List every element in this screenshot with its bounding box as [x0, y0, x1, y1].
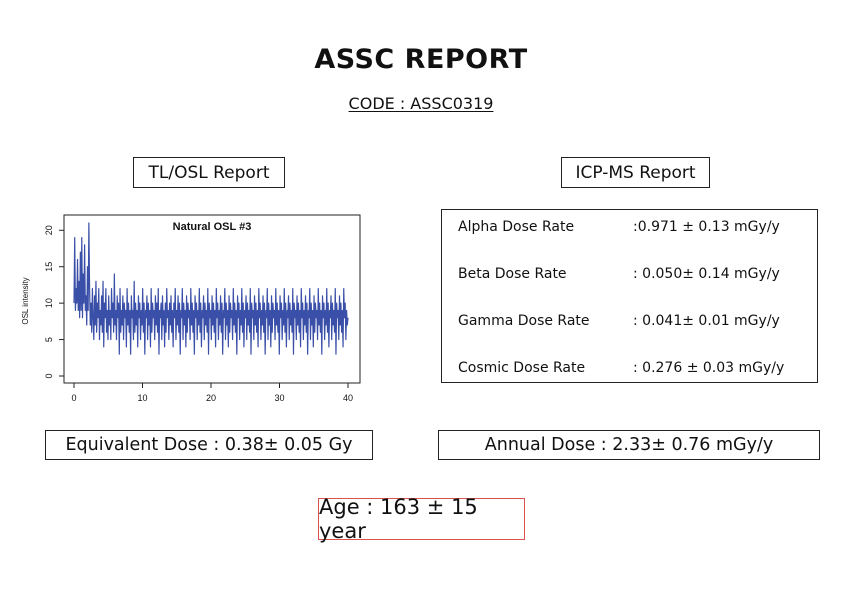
dose-row-cosmic: Cosmic Dose Rate : 0.276 ± 0.03 mGy/y: [458, 360, 784, 376]
x-tick-label: 40: [343, 393, 353, 403]
osl-series-line: [73, 222, 349, 355]
annual-dose-box: Annual Dose : 2.33± 0.76 mGy/y: [438, 430, 820, 460]
x-tick-label: 20: [206, 393, 216, 403]
y-tick-label: 5: [44, 337, 54, 342]
icp-ms-heading: ICP-MS Report: [561, 157, 710, 188]
equivalent-dose-box: Equivalent Dose : 0.38± 0.05 Gy: [45, 430, 373, 460]
dose-label: Alpha Dose Rate: [458, 219, 575, 235]
y-tick-label: 10: [44, 298, 54, 308]
dose-label: Beta Dose Rate: [458, 266, 567, 282]
dose-value: : 0.041± 0.01 mGy/y: [633, 313, 780, 329]
y-tick-label: 15: [44, 262, 54, 272]
plot-frame: [63, 214, 361, 384]
dose-row-alpha: Alpha Dose Rate :0.971 ± 0.13 mGy/y: [458, 219, 780, 235]
report-code: CODE : ASSC0319: [0, 94, 842, 113]
dose-label: Cosmic Dose Rate: [458, 360, 586, 376]
x-tick-label: 0: [71, 393, 76, 403]
osl-chart: Natural OSL #3 OSL intensity 0 10 20 30 40 0 5…: [14, 208, 384, 413]
chart-title: Natural OSL #3: [173, 221, 252, 233]
tl-osl-heading: TL/OSL Report: [133, 157, 285, 188]
osl-chart-svg: Natural OSL #3 OSL intensity 0 10 20 30 40 0 5…: [21, 214, 361, 403]
dose-value: : 0.050± 0.14 mGy/y: [633, 266, 780, 282]
dose-row-gamma: Gamma Dose Rate : 0.041± 0.01 mGy/y: [458, 313, 780, 329]
y-axis-label: OSL intensity: [21, 277, 30, 324]
x-tick-label: 30: [274, 393, 284, 403]
age-result-box: Age : 163 ± 15 year: [318, 495, 525, 543]
report-code-text: CODE : ASSC0319: [348, 94, 494, 113]
dose-label: Gamma Dose Rate: [458, 313, 590, 329]
report-title: ASSC REPORT: [314, 44, 528, 75]
dose-row-beta: Beta Dose Rate : 0.050± 0.14 mGy/y: [458, 266, 780, 282]
dose-value: :0.971 ± 0.13 mGy/y: [633, 219, 780, 235]
dose-rate-table: Alpha Dose Rate :0.971 ± 0.13 mGy/y Beta…: [441, 209, 818, 383]
y-tick-label: 20: [44, 225, 54, 235]
y-tick-label: 0: [44, 373, 54, 378]
dose-value: : 0.276 ± 0.03 mGy/y: [633, 360, 785, 376]
x-tick-label: 10: [137, 393, 147, 403]
